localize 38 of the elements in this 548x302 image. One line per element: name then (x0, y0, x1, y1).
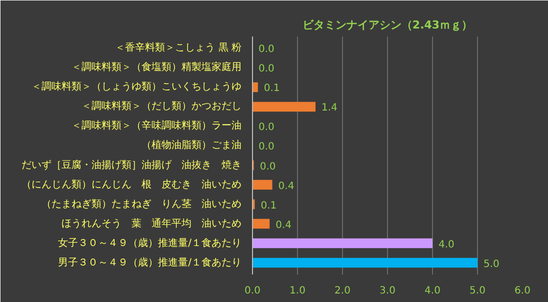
data-label: 0.0 (260, 161, 276, 172)
data-label: 0.0 (258, 64, 274, 75)
y-tick-label: 男子３０～４９（歳）推進量/１食あたり (58, 256, 242, 268)
y-tick-label: （たまねぎ類）たまねぎ りん茎 油いため (42, 198, 242, 210)
y-tick-label: ＜調味料類＞（だし類）かつおだし (82, 100, 242, 112)
data-label: 0.1 (264, 83, 280, 94)
y-tick-label: ＜調味料類＞（辛味調味料類）ラー油 (72, 120, 242, 132)
text: 2.0 (334, 286, 350, 296)
data-label: 0.4 (278, 180, 294, 192)
y-tick-label: ＜調味料類＞（しょうゆ類）こいくちしょうゆ (32, 80, 242, 93)
data-label: 0.0 (258, 122, 274, 134)
text: 4.0 (424, 286, 440, 296)
data-label: 0.4 (276, 220, 292, 231)
data-label: 0.0 (258, 142, 274, 153)
y-tick-label: （植物油脂類）ごま油 (142, 139, 242, 152)
data-label: 1.4 (322, 102, 338, 114)
y-tick-label: だいず［豆腐・油揚げ類］油揚げ 油抜き 焼き (22, 158, 242, 171)
text: 6.0 (514, 286, 530, 296)
bar (252, 218, 270, 229)
y-tick-label: 女子３０～４９（歳）推進量/１食あたり (58, 236, 242, 249)
y-tick-label: ほうれんそう 葉 通年平均 油いため (62, 217, 242, 230)
bar (252, 82, 258, 92)
text: 0.0 (244, 286, 260, 296)
y-tick-label: ＜調味料類＞（食塩類）精製塩家庭用 (72, 61, 242, 74)
y-tick-label: ＜香辛料類＞こしょう 黒 粉 (115, 42, 242, 54)
bar (252, 180, 272, 190)
text: 1.0 (290, 286, 306, 296)
data-label: 4.0 (438, 239, 454, 250)
text: 5.0 (470, 286, 486, 296)
bar (252, 102, 316, 112)
text: 3.0 (380, 286, 396, 296)
chart-title: ビタミンナイアシン（2.43ｍｇ） (302, 18, 473, 32)
data-label: 5.0 (484, 258, 500, 270)
bar (252, 238, 432, 248)
bar (252, 258, 478, 268)
y-tick-label: （にんじん類）にんじん 根 皮むき 油いため (22, 178, 242, 190)
data-label: 0.1 (260, 200, 277, 212)
data-label: 0.0 (258, 44, 274, 56)
